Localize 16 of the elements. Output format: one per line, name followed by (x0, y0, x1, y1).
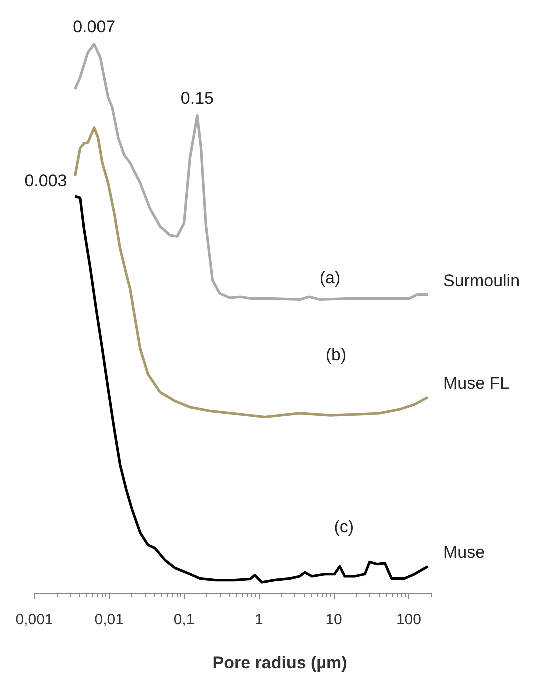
annotation: 0.15 (180, 88, 214, 108)
series-label: Muse (444, 543, 486, 562)
annotation: (b) (326, 346, 347, 365)
x-tick-label: 10 (326, 612, 342, 628)
x-axis-title: Pore radius (µm) (212, 654, 348, 672)
x-tick-label: 1 (255, 612, 264, 628)
x-tick-label: 100 (396, 612, 422, 628)
x-tick-label: 0,1 (174, 612, 195, 628)
series-label: Muse FL (444, 374, 510, 393)
annotation: (a) (320, 268, 341, 288)
x-tick-label: 0,001 (16, 612, 54, 628)
x-tick-label: 0,01 (94, 612, 124, 628)
annotation: 0.003 (24, 172, 68, 191)
annotation: (c) (334, 518, 354, 537)
series-label: Surmoulin (444, 271, 520, 290)
annotation: 0.007 (73, 17, 116, 36)
